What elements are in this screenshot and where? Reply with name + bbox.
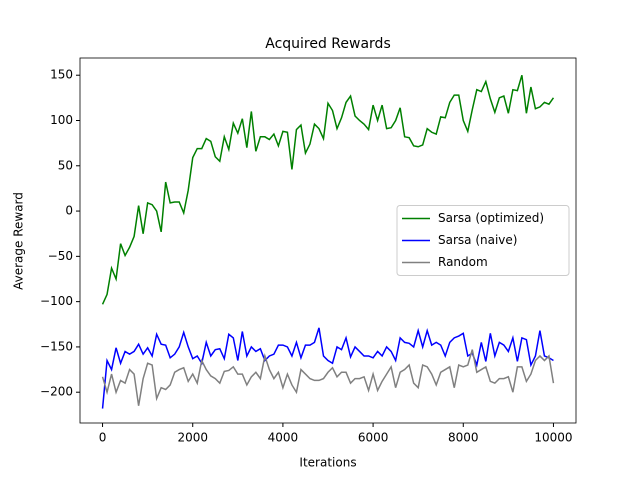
y-tick-label: −150 [40,339,73,353]
y-tick-label: 0 [65,204,73,218]
x-tick-label: 10000 [534,431,572,445]
y-tick-label: 150 [50,68,73,82]
y-tick-label: −200 [40,385,73,399]
x-tick-label: 6000 [358,431,389,445]
x-tick-label: 2000 [177,431,208,445]
series-line [101,349,555,406]
y-axis-label: Average Reward [12,192,26,290]
legend-label: Sarsa (naive) [438,233,517,247]
y-tick-label: −50 [48,249,73,263]
y-tick-label: −100 [40,294,73,308]
series-line [101,327,554,409]
y-tick-label: 50 [58,158,73,172]
legend-label: Sarsa (optimized) [438,211,544,225]
plot-frame [79,57,577,424]
y-tick-label: 100 [50,113,73,127]
x-tick-label: 8000 [448,431,479,445]
x-tick-label: 0 [99,431,107,445]
chart-title: Acquired Rewards [265,36,391,52]
legend-label: Random [438,255,488,269]
series-line [101,74,555,305]
legend-box [396,205,570,276]
x-axis-label: Iterations [299,456,356,470]
x-tick-label: 4000 [268,431,299,445]
